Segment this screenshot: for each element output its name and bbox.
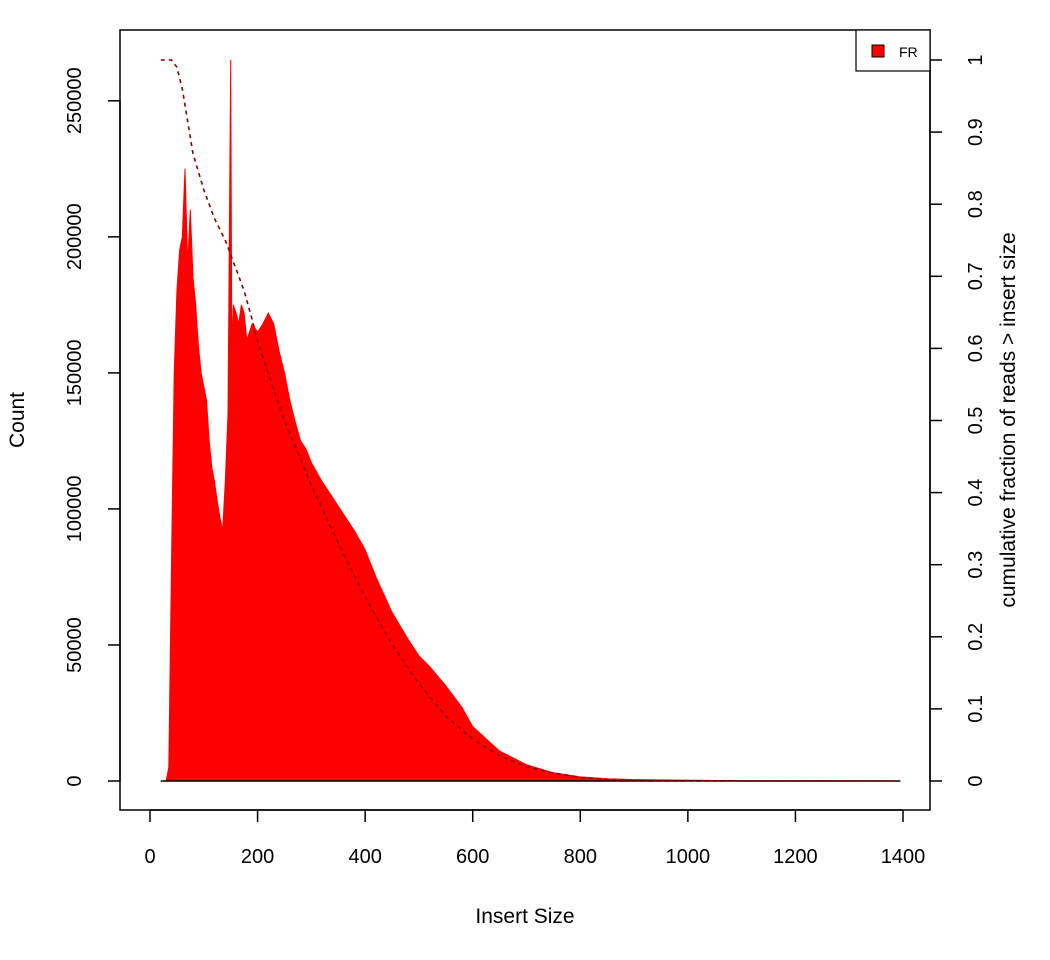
y-axis-left: 0 50000 100000 150000 200000 250000: [64, 67, 121, 787]
y2-tick-label: 0.9: [965, 118, 987, 146]
legend-box: [855, 29, 931, 72]
y-tick-label: 200000: [64, 203, 86, 270]
x-tick-label: 200: [241, 846, 274, 868]
x-axis: 0 200 400 600 800 1000 1200 1400: [144, 809, 926, 868]
y2-tick-label: 0.8: [965, 190, 987, 218]
y-tick-label: 50000: [64, 617, 86, 673]
y2-tick-label: 0: [965, 775, 987, 786]
y-tick-label: 0: [64, 775, 86, 786]
y-tick-label: 250000: [64, 67, 86, 134]
legend-label-fr: FR: [899, 44, 918, 60]
y2-tick-label: 0.5: [965, 407, 987, 435]
series-layer: [160, 59, 901, 782]
series-fr-histogram: [160, 59, 901, 782]
x-axis-title: Insert Size: [475, 905, 574, 928]
y-tick-label: 100000: [64, 476, 86, 543]
y2-tick-label: 0.6: [965, 334, 987, 362]
legend-swatch-fr: [871, 44, 885, 58]
y2-tick-label: 0.4: [965, 479, 987, 507]
x-tick-label: 1200: [773, 846, 818, 868]
series-cumulative-fraction-line: [160, 59, 901, 782]
y2-tick-label: 0.3: [965, 551, 987, 579]
x-tick-label: 600: [456, 846, 489, 868]
x-tick-label: 0: [144, 846, 155, 868]
x-tick-label: 400: [348, 846, 381, 868]
y-axis-title: Count: [6, 392, 29, 448]
x-tick-label: 1000: [666, 846, 711, 868]
y2-tick-label: 0.1: [965, 695, 987, 723]
legend: FR: [855, 29, 931, 72]
y-tick-label: 150000: [64, 340, 86, 407]
y2-tick-label: 0.2: [965, 623, 987, 651]
x-tick-label: 1400: [881, 846, 926, 868]
y2-axis-title: cumulative fraction of reads > insert si…: [997, 232, 1020, 607]
y2-tick-label: 0.7: [965, 262, 987, 290]
y-axis-right: 0 0.1 0.2 0.3 0.4 0.5 0.6 0.7 0.8 0.9 1: [929, 54, 987, 787]
x-tick-label: 800: [564, 846, 597, 868]
y2-tick-label: 1: [965, 54, 987, 65]
